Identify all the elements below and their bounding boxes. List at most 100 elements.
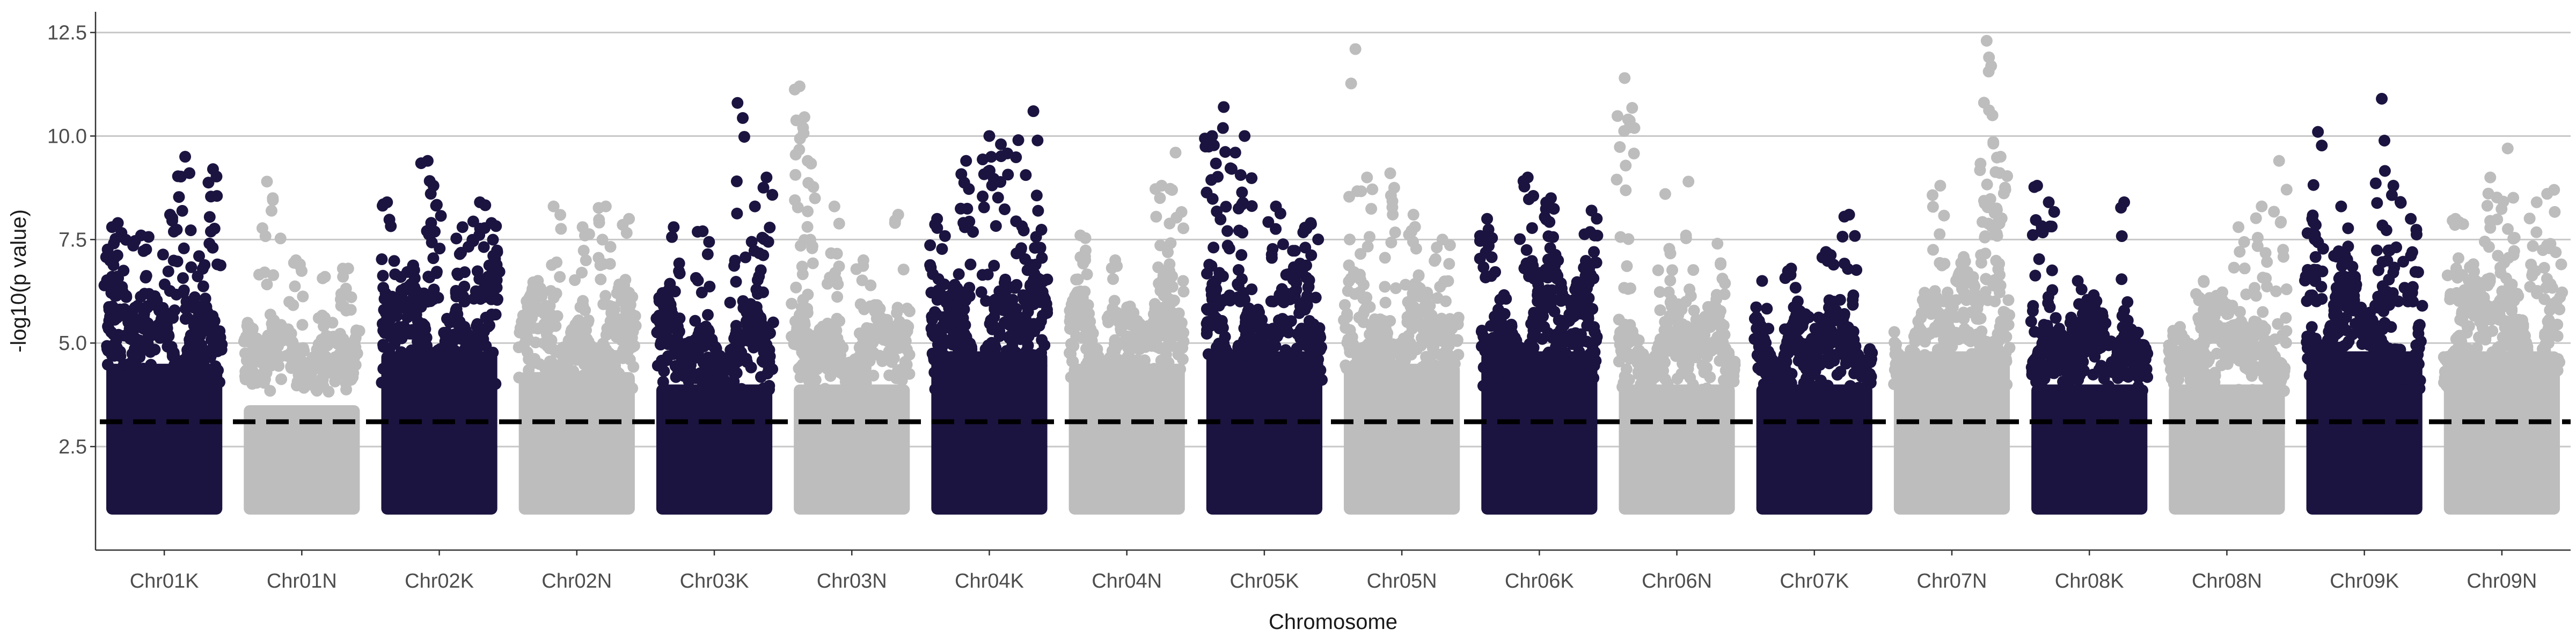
data-point xyxy=(1714,330,1726,342)
data-point xyxy=(1847,325,1860,338)
data-point xyxy=(973,376,985,389)
data-point xyxy=(1611,173,1623,186)
data-point xyxy=(807,257,819,269)
data-point xyxy=(513,371,525,384)
data-point xyxy=(151,372,164,384)
data-point xyxy=(1365,203,1378,215)
data-point xyxy=(742,315,755,327)
data-point xyxy=(1523,266,1535,279)
data-point xyxy=(1520,244,1533,256)
data-point xyxy=(1965,350,1977,362)
data-point xyxy=(258,369,270,381)
data-point xyxy=(745,236,758,248)
data-point xyxy=(1210,356,1222,369)
data-point xyxy=(1246,200,1258,212)
data-point xyxy=(1865,370,1877,383)
data-point xyxy=(1021,264,1034,276)
data-point xyxy=(1981,178,1993,191)
data-point xyxy=(1443,339,1455,352)
data-point xyxy=(196,262,209,275)
data-point xyxy=(1309,358,1322,371)
data-point xyxy=(897,264,910,276)
data-point xyxy=(489,291,501,304)
data-point xyxy=(135,290,147,303)
data-point xyxy=(978,201,990,214)
data-point xyxy=(324,355,336,367)
data-point xyxy=(1901,360,1913,372)
data-point xyxy=(703,325,715,338)
data-point xyxy=(590,375,602,387)
data-point xyxy=(1338,314,1350,326)
data-point xyxy=(1177,222,1190,235)
data-point xyxy=(964,258,977,270)
data-point xyxy=(1680,320,1693,332)
data-point xyxy=(1994,279,2007,291)
data-point xyxy=(110,289,122,302)
data-point xyxy=(1173,307,1185,319)
data-point xyxy=(1214,213,1227,225)
data-point xyxy=(1152,261,1165,274)
data-point xyxy=(246,323,259,335)
data-point xyxy=(460,378,473,391)
data-point xyxy=(753,332,765,345)
data-point xyxy=(1271,330,1283,342)
data-point xyxy=(186,334,199,347)
data-point xyxy=(1355,185,1367,197)
data-point xyxy=(1823,294,1835,306)
data-point xyxy=(1429,255,1441,267)
data-point xyxy=(1032,204,1044,217)
data-point xyxy=(1849,230,1861,242)
data-point xyxy=(343,343,355,356)
point-cloud-Chr02N xyxy=(518,372,635,515)
data-point xyxy=(1526,222,1538,234)
data-point xyxy=(274,232,287,245)
data-point xyxy=(187,302,200,314)
data-point xyxy=(487,233,499,246)
data-point-peak xyxy=(1545,192,1557,204)
data-point xyxy=(171,255,184,268)
data-point xyxy=(1346,331,1358,343)
data-point xyxy=(1036,334,1048,346)
data-point xyxy=(1728,360,1740,372)
data-point xyxy=(1158,370,1170,383)
data-point xyxy=(264,385,276,397)
data-point xyxy=(795,360,807,372)
data-point xyxy=(833,338,846,350)
data-point xyxy=(271,334,283,346)
data-point xyxy=(157,248,169,261)
data-point-peak xyxy=(1980,35,1993,47)
data-point xyxy=(1004,319,1016,331)
data-point-peak xyxy=(697,225,709,237)
data-point xyxy=(417,363,429,376)
data-point xyxy=(140,272,152,284)
data-point xyxy=(1938,356,1951,368)
data-point xyxy=(1122,350,1134,363)
data-point xyxy=(622,345,634,357)
data-point xyxy=(2087,368,2099,380)
data-point xyxy=(387,358,399,371)
data-point-peak xyxy=(731,97,744,109)
data-point xyxy=(1002,169,1014,181)
data-point xyxy=(1979,197,1991,210)
data-point xyxy=(1107,273,1119,286)
data-point xyxy=(1578,307,1591,319)
data-point xyxy=(297,290,309,303)
data-point xyxy=(985,151,998,163)
data-point-peak xyxy=(1756,275,1768,287)
data-point xyxy=(1130,326,1142,338)
data-point-peak xyxy=(1074,229,1087,241)
data-point xyxy=(2001,170,2014,182)
data-point xyxy=(1977,216,1989,228)
data-point xyxy=(1164,182,1176,195)
data-point xyxy=(446,354,458,366)
data-point xyxy=(1665,300,1678,312)
data-point xyxy=(437,342,449,355)
data-point xyxy=(1579,255,1592,267)
data-point xyxy=(489,258,501,270)
data-point xyxy=(2063,351,2076,363)
data-point xyxy=(1758,378,1770,390)
data-point xyxy=(1302,367,1315,379)
data-point xyxy=(2089,304,2102,316)
data-point xyxy=(289,280,301,292)
data-point xyxy=(740,251,752,264)
